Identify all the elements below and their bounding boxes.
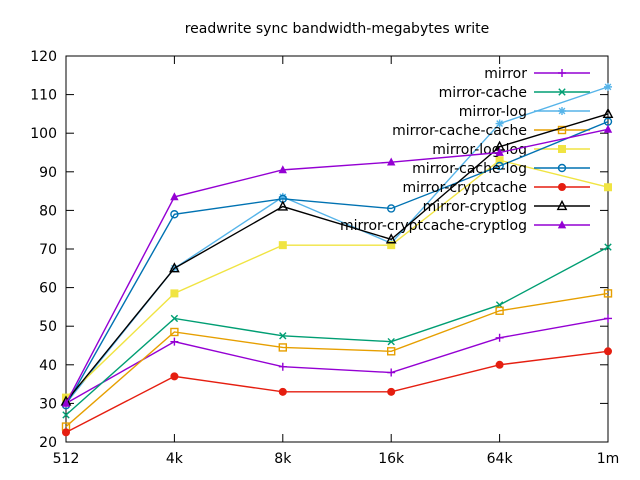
series-marker-mirror-cache bbox=[604, 243, 612, 251]
y-tick-label: 40 bbox=[39, 358, 57, 374]
series-marker-mirror-cache-cache bbox=[495, 306, 504, 315]
legend-label-mirror-cache-log: mirror-cache-log bbox=[412, 161, 527, 177]
series-line-mirror-cryptcache bbox=[65, 350, 609, 433]
series-line-mirror bbox=[65, 317, 609, 405]
series-marker-mirror-log bbox=[495, 119, 504, 128]
legend-sample-marker-mirror-cache-cache bbox=[557, 125, 567, 135]
y-tick-label: 120 bbox=[30, 49, 57, 65]
series-marker-mirror-cache-log bbox=[495, 161, 504, 171]
series-marker-mirror bbox=[495, 333, 504, 342]
y-tick-label: 60 bbox=[39, 281, 57, 297]
series-line-mirror-cache-log bbox=[65, 120, 609, 406]
chart-title: readwrite sync bandwidth-megabytes write bbox=[185, 21, 490, 37]
legend-label-mirror: mirror bbox=[484, 66, 527, 82]
legend-sample-marker-mirror-cache bbox=[558, 88, 566, 96]
y-tick-label: 20 bbox=[39, 435, 57, 451]
legend-sample-marker-mirror-log bbox=[558, 107, 566, 115]
legend-label-mirror-cache-cache: mirror-cache-cache bbox=[392, 123, 527, 139]
y-tick-label: 80 bbox=[39, 203, 57, 219]
series-marker-mirror-cryptcache-cryptlog bbox=[61, 398, 71, 407]
series-marker-mirror-cryptcache bbox=[278, 387, 287, 396]
legend-label-mirror-log: mirror-log bbox=[459, 104, 527, 120]
series-marker-mirror-cryptcache-cryptlog bbox=[495, 147, 504, 156]
series-marker-mirror-cache bbox=[387, 337, 395, 346]
series-marker-mirror-log-log bbox=[170, 289, 179, 298]
legend-label-mirror-cryptcache-cryptlog: mirror-cryptcache-cryptlog bbox=[340, 218, 527, 234]
legend-sample-marker-mirror-log-log bbox=[558, 145, 566, 153]
series-marker-mirror-log-log bbox=[495, 156, 504, 165]
series-marker-mirror-cache-log bbox=[387, 204, 396, 213]
legend-sample-marker-mirror-cache-log bbox=[557, 163, 567, 173]
series-marker-mirror bbox=[604, 314, 612, 323]
series-marker-mirror-log-log bbox=[387, 241, 396, 250]
series-line-mirror-cache bbox=[65, 246, 609, 416]
series-marker-mirror-cryptcache bbox=[495, 360, 504, 369]
y-tick-label: 100 bbox=[30, 126, 57, 142]
series-marker-mirror-cache-cache bbox=[278, 343, 287, 352]
series-marker-mirror-cryptlog bbox=[385, 233, 397, 244]
y-tick-label: 30 bbox=[39, 396, 57, 412]
series-marker-mirror-cryptcache bbox=[62, 428, 70, 437]
series-marker-mirror-cache bbox=[170, 314, 179, 323]
series-line-mirror-log-log bbox=[65, 159, 609, 399]
legend-sample-marker-mirror-cryptcache bbox=[558, 183, 566, 191]
series-marker-mirror-cache-cache bbox=[170, 327, 179, 337]
series-marker-mirror-cryptcache-cryptlog bbox=[278, 165, 287, 174]
legend-label-mirror-cryptcache: mirror-cryptcache bbox=[402, 180, 527, 196]
series-marker-mirror-cryptlog bbox=[169, 262, 180, 273]
series-marker-mirror-cache bbox=[279, 332, 287, 340]
legend-label-mirror-cache: mirror-cache bbox=[439, 85, 527, 101]
series-line-mirror-cryptlog bbox=[65, 113, 609, 402]
series-marker-mirror-cryptcache bbox=[170, 372, 179, 381]
x-tick-label: 1m bbox=[597, 451, 620, 467]
series-marker-mirror bbox=[278, 362, 287, 371]
series-marker-mirror-log-log bbox=[278, 241, 287, 250]
legend-sample-marker-mirror-cryptcache-cryptlog bbox=[557, 220, 567, 229]
series-marker-mirror-cryptcache-cryptlog bbox=[603, 124, 613, 133]
series-marker-mirror-cache-cache bbox=[387, 347, 396, 356]
series-marker-mirror-cache bbox=[62, 411, 70, 419]
series-marker-mirror-cryptcache-cryptlog bbox=[170, 192, 179, 201]
legend-sample-marker-mirror bbox=[558, 69, 566, 77]
series-marker-mirror-cryptlog bbox=[602, 107, 614, 118]
series-marker-mirror-cache-cache bbox=[603, 289, 613, 298]
legend-sample-marker-mirror-cryptlog bbox=[556, 199, 568, 211]
series-marker-mirror-cryptcache-cryptlog bbox=[387, 157, 396, 166]
series-marker-mirror-log-log bbox=[604, 183, 612, 192]
y-tick-label: 90 bbox=[39, 165, 57, 181]
series-marker-mirror-cryptlog bbox=[277, 200, 289, 211]
x-tick-label: 8k bbox=[274, 451, 292, 467]
x-tick-label: 64k bbox=[487, 451, 514, 467]
series-marker-mirror-cache-log bbox=[170, 210, 179, 219]
series-marker-mirror-log bbox=[278, 192, 287, 201]
series-line-mirror-cache-cache bbox=[65, 292, 609, 428]
legend-label-mirror-cryptlog: mirror-cryptlog bbox=[423, 199, 527, 215]
series-marker-mirror-cryptcache bbox=[604, 347, 612, 356]
x-tick-label: 512 bbox=[53, 451, 80, 467]
y-tick-label: 50 bbox=[39, 319, 57, 335]
y-tick-label: 110 bbox=[30, 88, 57, 104]
x-tick-label: 16k bbox=[378, 451, 405, 467]
series-marker-mirror-cryptcache bbox=[387, 387, 396, 396]
x-tick-label: 4k bbox=[166, 451, 184, 467]
series-line-mirror-cryptcache-cryptlog bbox=[65, 128, 609, 404]
series-marker-mirror-log bbox=[604, 82, 612, 91]
series-marker-mirror bbox=[387, 368, 396, 377]
series-marker-mirror bbox=[170, 337, 179, 346]
y-tick-label: 70 bbox=[39, 242, 57, 258]
